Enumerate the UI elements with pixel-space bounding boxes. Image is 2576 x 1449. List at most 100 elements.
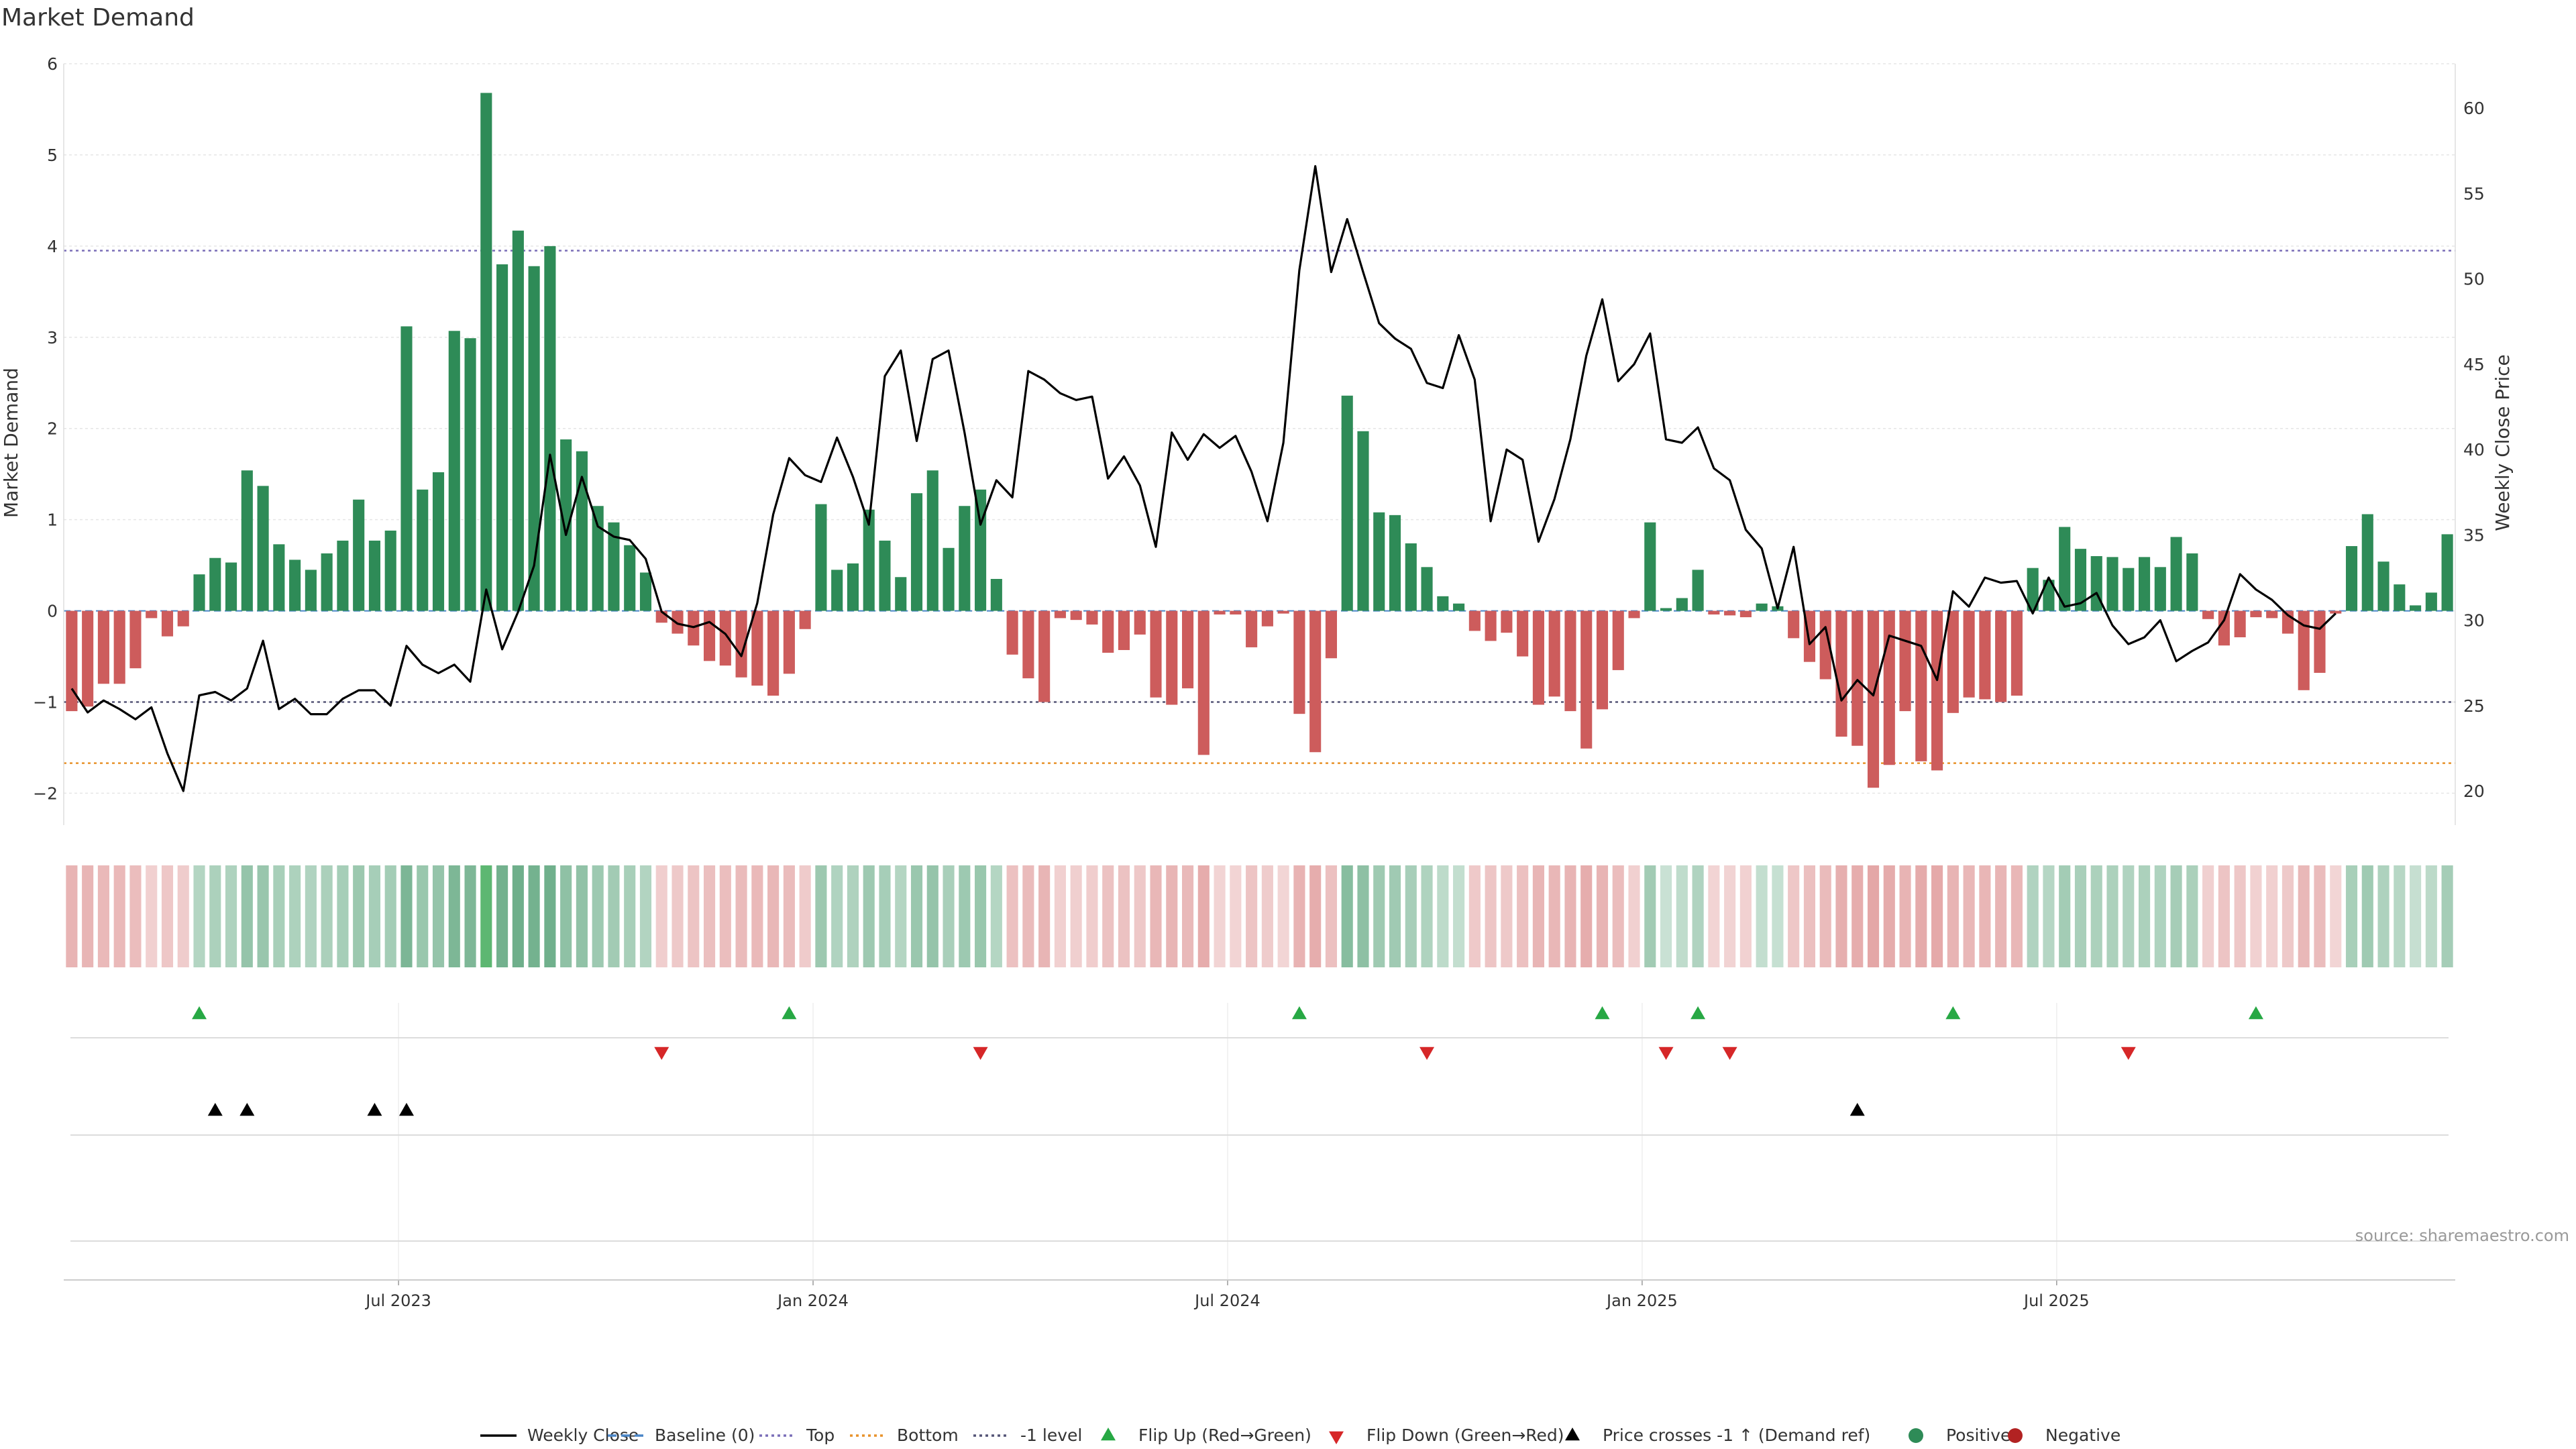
reference-lines [64, 250, 2455, 764]
demand-bar [544, 246, 556, 611]
demand-bar [1532, 610, 1544, 705]
flip-down-marker [973, 1046, 988, 1060]
demand-bar [1915, 610, 1927, 761]
flip-down-marker [1722, 1046, 1737, 1060]
demand-bar [1963, 610, 1975, 698]
heat-cell [1819, 865, 1831, 967]
heat-cell [2425, 865, 2437, 967]
demand-bar [1788, 610, 1800, 639]
demand-bar [847, 563, 859, 611]
demand-bar [879, 540, 891, 611]
heat-cell [1214, 865, 1226, 967]
heat-cell [1293, 865, 1305, 967]
heat-cell [1739, 865, 1752, 967]
demand-bar [1851, 610, 1864, 746]
heat-cell [990, 865, 1002, 967]
flip-down-marker [2121, 1046, 2136, 1060]
demand-bar [703, 610, 716, 661]
demand-bar [2394, 584, 2406, 611]
legend-item: Price crosses -1 ↑ (Demand ref) [1565, 1426, 1870, 1445]
y2-tick-label: 40 [2463, 440, 2485, 460]
heat-cell [273, 865, 285, 967]
heat-cell [1341, 865, 1353, 967]
heat-cell [1596, 865, 1609, 967]
heat-cell [1564, 865, 1576, 967]
y-tick-label: 0 [47, 602, 58, 621]
demand-bar [289, 559, 301, 611]
legend-label: Positive [1946, 1426, 2010, 1445]
demand-bar [576, 451, 588, 611]
heat-cell [2186, 865, 2198, 967]
heat-cell [1644, 865, 1656, 967]
heat-cell [432, 865, 445, 967]
y2-tick-label: 20 [2463, 782, 2485, 801]
heat-cell [2170, 865, 2182, 967]
demand-bar [1468, 610, 1481, 631]
heat-cell [496, 865, 508, 967]
demand-bar [1660, 608, 1672, 611]
heat-cell [2218, 865, 2230, 967]
heat-cell [1309, 865, 1322, 967]
heat-cell [1261, 865, 1273, 967]
legend-triangle-down-swatch [1329, 1431, 1344, 1444]
demand-heat-strip [66, 865, 2453, 967]
heat-cell [209, 865, 221, 967]
demand-bar [496, 264, 508, 611]
demand-bar [959, 506, 971, 611]
demand-bar [2170, 537, 2182, 611]
demand-bar [1197, 610, 1210, 755]
demand-bar [2410, 605, 2422, 611]
heat-cell [1277, 865, 1289, 967]
heat-cell [1580, 865, 1593, 967]
heat-cell [576, 865, 588, 967]
demand-bar [815, 504, 827, 611]
x-tick-label: Jul 2023 [364, 1291, 431, 1310]
demand-bar [2266, 610, 2278, 619]
legend-item: Bottom [850, 1426, 959, 1445]
legend-triangle-up-swatch [1101, 1428, 1116, 1441]
heat-cell [815, 865, 827, 967]
heat-cell [1166, 865, 1178, 967]
heat-cell [1246, 865, 1258, 967]
legend-label: -1 level [1020, 1426, 1082, 1445]
flip-down-marker [1658, 1046, 1674, 1060]
legend-label: Baseline (0) [655, 1426, 755, 1445]
legend-label: Flip Up (Red→Green) [1138, 1426, 1311, 1445]
heat-cell [879, 865, 891, 967]
heat-cell [129, 865, 142, 967]
heat-cell [688, 865, 700, 967]
heat-cell [337, 865, 349, 967]
legend-item: Top [759, 1426, 835, 1445]
demand-bar [863, 509, 875, 611]
heat-cell [241, 865, 253, 967]
heat-cell [1915, 865, 1927, 967]
heat-cell [1038, 865, 1051, 967]
price-cross-marker [1849, 1103, 1865, 1116]
demand-bar [1214, 610, 1226, 615]
demand-bar [1501, 610, 1513, 633]
demand-bar [417, 489, 429, 611]
flip-up-marker [1690, 1006, 1706, 1020]
heat-cell [2361, 865, 2373, 967]
heat-cell [672, 865, 684, 967]
heat-cell [353, 865, 365, 967]
heat-cell [1628, 865, 1640, 967]
demand-bar [1899, 610, 1911, 712]
y2-axis-label: Weekly Close Price [2491, 354, 2514, 531]
y2-tick-label: 55 [2463, 184, 2485, 203]
heat-cell [767, 865, 780, 967]
heat-cell [146, 865, 158, 967]
heat-cell [1405, 865, 1417, 967]
demand-bar [1309, 610, 1322, 753]
demand-bar [1181, 610, 1194, 689]
demand-bar [1644, 522, 1656, 611]
demand-bar [1724, 610, 1736, 616]
demand-bar [1580, 610, 1593, 749]
demand-bar [799, 610, 811, 629]
demand-bar [910, 493, 923, 611]
flip-up-marker [1291, 1006, 1307, 1020]
y-axis-label: Market Demand [0, 368, 22, 518]
heat-cell [895, 865, 907, 967]
y-tick-label: 6 [47, 54, 58, 74]
demand-bar [1405, 543, 1417, 611]
